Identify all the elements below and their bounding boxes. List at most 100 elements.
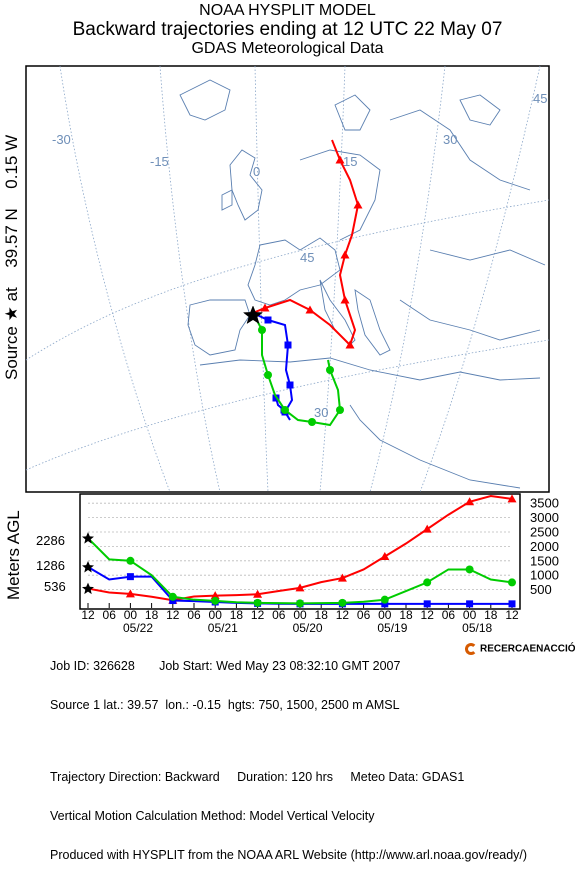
y-tick-label: 2000 (530, 539, 559, 554)
data-point (211, 596, 220, 605)
start-star-icon (82, 560, 94, 573)
data-point (126, 556, 135, 565)
data-point (465, 497, 475, 506)
y-tick-label: 2500 (530, 525, 559, 540)
data-point (253, 598, 262, 607)
lon-label-6: 45 (533, 91, 547, 106)
trajectory-title: Backward trajectories ending at 12 UTC 2… (72, 19, 503, 40)
data-point (381, 600, 389, 608)
map-track-marker (335, 155, 345, 164)
map-track-marker (336, 406, 344, 414)
profile-series (82, 494, 517, 608)
x-tick-label: 06 (187, 608, 201, 622)
x-tick-label: 06 (357, 608, 371, 622)
produced-with-line: Produced with HYSPLIT from the NOAA ARL … (50, 848, 528, 862)
x-tick-label: 12 (166, 608, 180, 622)
data-point (168, 592, 177, 601)
lon-label-1: -30 (52, 132, 71, 147)
meteo-data-title: GDAS Meteorological Data (191, 40, 384, 57)
map-track-marker (258, 326, 266, 334)
trajectory-direction-line: Trajectory Direction: Backward Duration:… (50, 770, 465, 784)
data-point (423, 600, 431, 608)
map-track-marker (308, 418, 316, 426)
latitude-labels: 45 30 (300, 250, 328, 420)
data-point (380, 551, 390, 560)
trajectory-map: -30 -15 0 15 30 45 45 30 500100015002000… (25, 65, 559, 635)
map-track-marker (353, 200, 363, 209)
map-track-marker (326, 366, 334, 374)
x-tick-label: 00 (124, 608, 138, 622)
map-trajectories (252, 139, 363, 427)
x-tick-label: 00 (378, 608, 392, 622)
y-tick-label: 3500 (530, 496, 559, 511)
map-track-marker (260, 303, 270, 312)
data-point (125, 589, 135, 598)
profile-series-3 (82, 532, 516, 608)
start-height-labels: 2286 1286 536 (36, 533, 66, 594)
start-height-label-3: 536 (44, 579, 66, 594)
data-point (337, 573, 347, 582)
start-height-label-1: 2286 (36, 533, 65, 548)
map-track-marker (281, 406, 289, 414)
start-star-icon (82, 582, 94, 595)
data-point (210, 591, 220, 600)
longitude-labels: -30 -15 0 15 30 45 (52, 91, 547, 179)
date-label: 05/22 (123, 621, 153, 635)
recerca-logo: RECERCAENACCIÓ (465, 643, 575, 655)
x-tick-label: 06 (272, 608, 286, 622)
x-tick-label: 06 (103, 608, 117, 622)
model-title: NOAA HYSPLIT MODEL (199, 2, 376, 19)
map-track-marker (340, 295, 350, 304)
vertical-motion-line: Vertical Motion Calculation Method: Mode… (50, 809, 375, 823)
profile-date-labels: 05/22 05/21 05/20 05/19 05/18 (123, 621, 493, 635)
map-graticule (25, 65, 550, 493)
map-track-line (252, 312, 342, 427)
map-track-marker (340, 250, 350, 259)
x-tick-label: 06 (442, 608, 456, 622)
map-frame (25, 65, 550, 493)
y-tick-label: 500 (530, 582, 552, 597)
x-tick-label: 12 (336, 608, 350, 622)
recerca-logo-text: RECERCAENACCIÓ (480, 643, 575, 655)
x-tick-label: 18 (399, 608, 413, 622)
lat-label-30: 30 (314, 405, 328, 420)
map-track-marker (264, 371, 272, 379)
data-point (465, 565, 474, 574)
data-point (380, 595, 389, 604)
data-point (466, 600, 474, 608)
y-tick-label: 1500 (530, 553, 559, 568)
x-tick-label: 18 (315, 608, 329, 622)
map-track-marker (284, 341, 292, 349)
job-info-footer: Job ID: 326628 Job Start: Wed May 23 08:… (50, 634, 527, 875)
map-track-3 (252, 312, 344, 427)
lon-label-5: 30 (443, 132, 457, 147)
x-tick-label: 00 (209, 608, 223, 622)
data-point (508, 578, 516, 587)
source-line: Source 1 lat.: 39.57 lon.: -0.15 hgts: 7… (50, 698, 400, 712)
data-point (508, 600, 516, 608)
job-id-line: Job ID: 326628 Job Start: Wed May 23 08:… (50, 659, 401, 673)
start-height-label-2: 1286 (36, 558, 65, 573)
x-tick-label: 12 (81, 608, 95, 622)
data-point (253, 589, 263, 598)
lon-label-4: 15 (343, 154, 357, 169)
data-point (423, 578, 432, 587)
y-tick-label: 1000 (530, 568, 559, 583)
profile-gridlines (88, 502, 512, 590)
x-tick-label: 18 (484, 608, 498, 622)
date-label: 05/19 (377, 621, 407, 635)
data-point (422, 524, 432, 533)
x-tick-label: 12 (505, 608, 519, 622)
data-point (507, 494, 517, 503)
map-track-marker (286, 381, 294, 389)
date-label: 05/18 (462, 621, 492, 635)
y-tick-label: 3000 (530, 510, 559, 525)
map-track-1 (252, 139, 363, 349)
lon-label-3: 0 (253, 164, 260, 179)
x-tick-label: 12 (421, 608, 435, 622)
date-label: 05/21 (208, 621, 238, 635)
start-star-icon (82, 532, 94, 544)
coastlines (179, 79, 546, 489)
map-track-marker (264, 316, 272, 324)
